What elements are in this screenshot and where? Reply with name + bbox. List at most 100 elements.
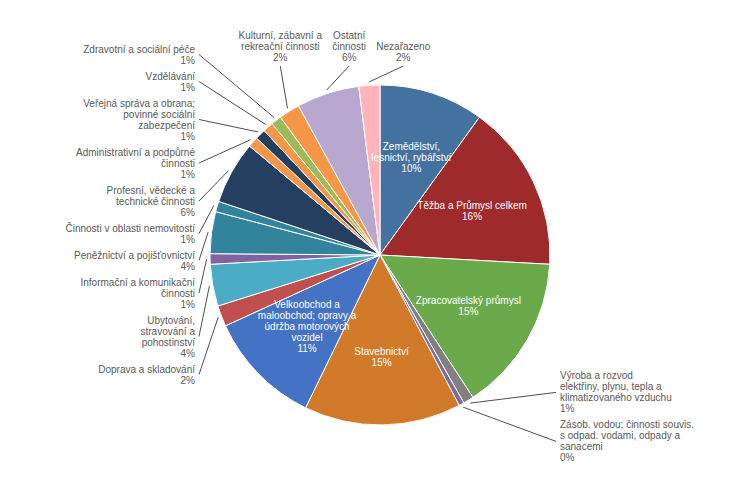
- value-label: 15%: [458, 306, 478, 317]
- label-line: klimatizovaného vzduchu: [560, 392, 672, 403]
- category-label: Profesní, vědecké atechnické činnosti: [107, 185, 196, 207]
- slice-label: Velkoobchod amaloobchod; opravy aúdržba …: [258, 299, 357, 354]
- category-label: Veřejná správa a obrana;povinné sociální…: [83, 98, 195, 131]
- category-label: Administrativní a podpůrnéčinnosti: [76, 147, 195, 169]
- label-line: Zdravotní a sociální péče: [83, 44, 195, 55]
- leader-line: [199, 206, 214, 234]
- value-label: 1%: [181, 55, 196, 66]
- value-label: 6%: [342, 52, 357, 63]
- category-label: Těžba a Průmysl celkem: [417, 200, 526, 211]
- label-line: Ubytování,: [147, 315, 195, 326]
- label-line: Zemědělství,: [383, 141, 440, 152]
- label-line: Doprava a skladování: [98, 364, 195, 375]
- category-label: Zdravotní a sociální péče: [83, 44, 195, 55]
- value-label: 10%: [401, 163, 421, 174]
- slice-label: Těžba a Průmysl celkem16%: [417, 200, 526, 222]
- label-line: Vzdělávání: [146, 71, 196, 82]
- label-line: s odpad. vodami, odpady a: [560, 430, 681, 441]
- label-line: Informační a komunikační: [81, 277, 196, 288]
- slice-label: Doprava a skladování2%: [98, 364, 195, 386]
- leader-line: [199, 232, 208, 260]
- label-line: Zpracovatelský průmysl: [416, 295, 521, 306]
- category-label: Kulturní, zábavní arekreační činnosti: [239, 30, 323, 52]
- plot-area: [210, 85, 550, 425]
- category-label: Ostatníčinnosti: [332, 30, 366, 52]
- label-line: Zásob. vodou; činnosti souvis.: [560, 419, 694, 430]
- label-line: stravování a: [141, 326, 196, 337]
- pie-slice: [380, 117, 550, 264]
- leader-lines: [199, 55, 556, 442]
- slice-label: Stavebnictví15%: [354, 346, 409, 368]
- value-label: 0%: [560, 452, 575, 463]
- slice-label: Výroba a rozvodelektřiny, plynu, tepla a…: [560, 370, 672, 414]
- slice-label: Kulturní, zábavní arekreační činnosti2%: [239, 30, 323, 63]
- label-line: zabezpečení: [138, 120, 195, 131]
- label-line: pohostinství: [142, 337, 196, 348]
- slice-label: Nezařazeno2%: [376, 41, 430, 63]
- pie-slice: [359, 85, 380, 255]
- value-label: 6%: [181, 207, 196, 218]
- chart: Zemědělství,lesnictví, rybářství10% Těžba…: [0, 0, 744, 500]
- value-label: 11%: [297, 343, 316, 354]
- category-label: Nezařazeno: [376, 41, 430, 52]
- leader-line: [327, 66, 349, 90]
- slices: [210, 85, 550, 425]
- value-label: 1%: [181, 299, 196, 310]
- category-label: Zásob. vodou; činnosti souvis.s odpad. v…: [560, 419, 694, 452]
- category-label: Zpracovatelský průmysl: [416, 295, 521, 306]
- category-label: Stavebnictví: [354, 346, 409, 357]
- labels: Zemědělství,lesnictví, rybářství10% Těžba…: [65, 30, 693, 463]
- label-line: činnosti: [161, 158, 195, 169]
- slice-label: Zásob. vodou; činnosti souvis.s odpad. v…: [560, 419, 694, 463]
- category-label: Peněžnictví a pojišťovnictví: [74, 250, 195, 261]
- category-label: Vzdělávání: [146, 71, 196, 82]
- leader-line: [199, 286, 209, 337]
- slice-label: Ostatníčinnosti6%: [332, 30, 366, 63]
- label-line: údržba motorových: [265, 321, 350, 332]
- value-label: 1%: [181, 234, 196, 245]
- label-line: maloobchod; opravy a: [258, 310, 357, 321]
- label-line: Těžba a Průmysl celkem: [417, 200, 526, 211]
- value-label: 16%: [462, 211, 482, 222]
- label-line: Administrativní a podpůrné: [76, 147, 195, 158]
- label-line: elektřiny, plynu, tepla a: [560, 381, 662, 392]
- slice-label: Vzdělávání1%: [146, 71, 196, 93]
- leader-line: [199, 140, 250, 163]
- slice-label: Peněžnictví a pojišťovnictví4%: [74, 250, 195, 272]
- category-label: Ubytování,stravování apohostinství: [141, 315, 196, 348]
- slice-label: Ubytování,stravování apohostinství4%: [141, 315, 196, 359]
- value-label: 4%: [181, 261, 196, 272]
- category-label: Zemědělství,lesnictví, rybářství: [371, 141, 451, 163]
- label-line: Veřejná správa a obrana;: [83, 98, 195, 109]
- category-label: Doprava a skladování: [98, 364, 195, 375]
- leader-line: [199, 259, 207, 293]
- value-label: 1%: [181, 169, 196, 180]
- value-label: 1%: [181, 131, 196, 142]
- value-label: 1%: [560, 403, 575, 414]
- leader-line: [199, 82, 266, 125]
- category-label: Výroba a rozvodelektřiny, plynu, tepla a…: [560, 370, 672, 403]
- slice-label: Administrativní a podpůrnéčinnosti1%: [76, 147, 195, 180]
- label-line: Nezařazeno: [376, 41, 430, 52]
- leader-line: [199, 171, 228, 201]
- value-label: 2%: [273, 52, 288, 63]
- leader-line: [470, 392, 556, 403]
- label-line: činnosti: [161, 288, 195, 299]
- slice-label: Informační a komunikačníčinnosti1%: [81, 277, 196, 310]
- label-line: Výroba a rozvod: [560, 370, 633, 381]
- label-line: činnosti: [332, 41, 366, 52]
- label-line: technické činnosti: [116, 196, 195, 207]
- label-line: rekreační činnosti: [241, 41, 319, 52]
- label-line: lesnictví, rybářství: [371, 152, 451, 163]
- value-label: 2%: [181, 375, 196, 386]
- slice-label: Profesní, vědecké atechnické činnosti6%: [107, 185, 196, 218]
- label-line: Stavebnictví: [354, 346, 409, 357]
- category-label: Informační a komunikačníčinnosti: [81, 277, 196, 299]
- category-label: Velkoobchod amaloobchod; opravy aúdržba …: [258, 299, 357, 343]
- label-line: Ostatní: [333, 30, 365, 41]
- slice-label: Zpracovatelský průmysl15%: [416, 295, 521, 317]
- slice-label: Veřejná správa a obrana;povinné sociální…: [83, 98, 195, 142]
- leader-line: [280, 66, 287, 108]
- label-line: Činnosti v oblasti nemovitostí: [65, 222, 195, 234]
- slice-label: Zemědělství,lesnictví, rybářství10%: [371, 141, 451, 174]
